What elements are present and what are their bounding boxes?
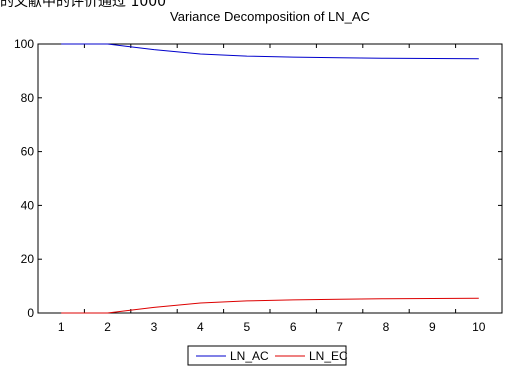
- series-lines: [61, 43, 479, 314]
- x-tick-label: 9: [429, 320, 436, 334]
- cropped-caption-text: 的文献中的评价通过 1000: [0, 0, 167, 10]
- x-tick-label: 3: [151, 320, 158, 334]
- y-tick-label: 0: [27, 306, 34, 320]
- axes: [37, 43, 503, 314]
- series-line-ln-ac: [61, 43, 479, 60]
- y-tick-label: 40: [21, 198, 35, 212]
- y-tick-label: 100: [14, 37, 34, 51]
- x-axis-ticks: 1 2 3 4 5 6 7 8 9 10: [58, 44, 486, 334]
- series-line-ln-ec: [61, 297, 479, 314]
- x-tick-label: 4: [197, 320, 204, 334]
- x-tick-label: 2: [104, 320, 111, 334]
- x-tick-label: 7: [336, 320, 343, 334]
- legend-label-ln-ac: LN_AC: [230, 349, 269, 363]
- plot-frame: [37, 43, 503, 314]
- y-tick-label: 80: [21, 91, 35, 105]
- y-tick-label: 20: [21, 252, 35, 266]
- x-tick-label: 8: [383, 320, 390, 334]
- legend-box: [187, 345, 347, 366]
- legend: LN_AC LN_EC: [187, 345, 348, 366]
- y-tick-label: 60: [21, 145, 35, 159]
- x-tick-label: 5: [243, 320, 250, 334]
- y-axis-ticks: 0 20 40 60 80 100: [14, 37, 502, 320]
- x-tick-label: 1: [58, 320, 65, 334]
- legend-label-ln-ec: LN_EC: [309, 349, 348, 363]
- x-tick-label: 10: [472, 320, 486, 334]
- chart-title: Variance Decomposition of LN_AC: [170, 9, 370, 24]
- x-tick-label: 6: [290, 320, 297, 334]
